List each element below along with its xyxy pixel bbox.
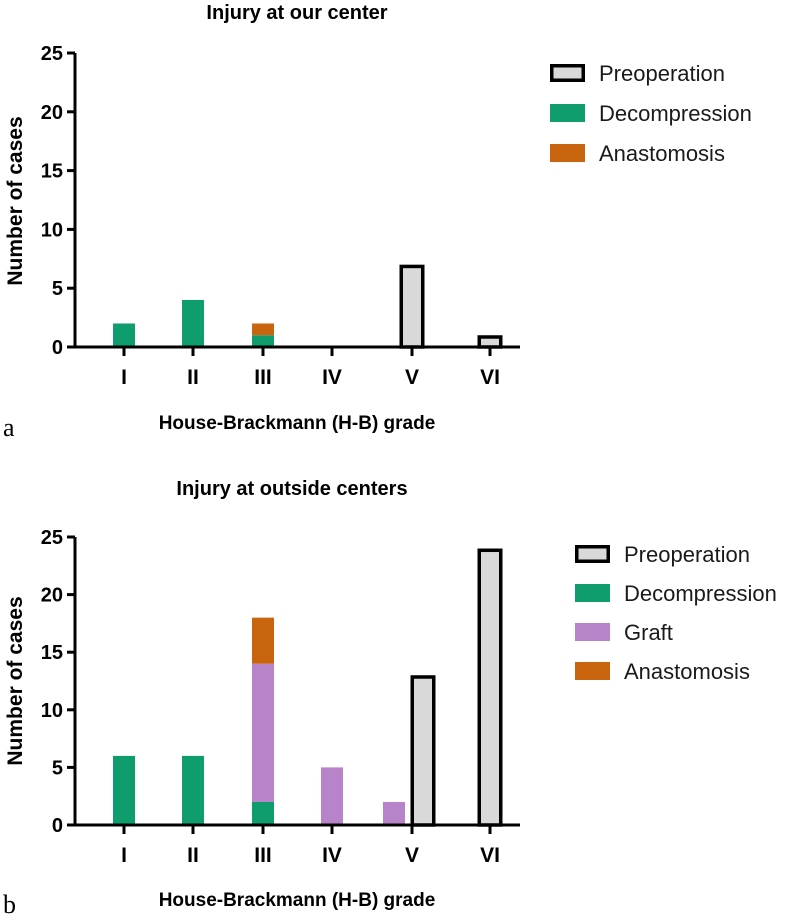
- chart-b-y-tick-label: 25: [41, 527, 63, 549]
- chart-a-x-tick-label: III: [254, 366, 272, 389]
- chart-a-x-tick-label: IV: [322, 366, 342, 389]
- bar-a-decompression-I: [113, 323, 135, 347]
- chart-b-x-tick-label: V: [405, 844, 419, 867]
- chart-b-x-tick-label: I: [121, 844, 127, 867]
- chart-b-y-tick-label: 10: [41, 700, 63, 722]
- bar-b-graft-IV: [321, 767, 343, 825]
- chart-b-x-tick-label: VI: [480, 844, 500, 867]
- chart-b-x-axis-label: House-Brackmann (H-B) grade: [159, 890, 436, 911]
- chart-a-y-tick-label: 15: [41, 161, 63, 183]
- legend-b-swatch-graft: [575, 623, 610, 641]
- bar-b-decompression-III: [252, 801, 274, 825]
- bar-a-preoperation-V: [399, 264, 425, 349]
- legend-b-label-anastomosis: Anastomosis: [624, 659, 750, 684]
- chart-b-legend: Preoperation Decompression Graft Anastomosi…: [575, 542, 777, 684]
- chart-a-x-tick-label: VI: [480, 366, 500, 389]
- bar-b-decompression-II: [182, 755, 204, 825]
- chart-a-legend: Preoperation Decompression Anastomosis: [550, 61, 752, 166]
- chart-b-panel-letter: b: [3, 890, 16, 918]
- legend-b-label-graft: Graft: [624, 620, 673, 645]
- chart-a-x-tick-label: I: [121, 366, 127, 389]
- bar-b-preoperation-V: [410, 675, 436, 827]
- chart-a-y-tick-label: 5: [52, 278, 63, 300]
- bar-b-decompression-I: [113, 755, 135, 825]
- legend-b-label-decompression: Decompression: [624, 581, 777, 606]
- legend-a-swatch-decompression: [550, 104, 585, 122]
- chart-a-y-axis-label: Number of cases: [4, 116, 27, 285]
- chart-b-y-tick-label: 5: [52, 757, 63, 779]
- chart-a-title: Injury at our center: [206, 2, 387, 24]
- chart-a-x-axis-label: House-Brackmann (H-B) grade: [159, 413, 436, 434]
- bar-a-anastomosis-III: [252, 323, 274, 336]
- chart-b-x-tick-label: II: [187, 844, 199, 867]
- chart-b-x-tick-label: III: [254, 844, 272, 867]
- chart-a-y-tick-label: 20: [41, 102, 63, 124]
- chart-a-y-tick-label: 25: [41, 43, 63, 65]
- bar-b-graft-III: [252, 663, 274, 802]
- bar-a-preoperation-VI: [477, 335, 503, 349]
- legend-a-label-preoperation: Preoperation: [599, 61, 725, 86]
- legend-a-label-decompression: Decompression: [599, 101, 752, 126]
- legend-a-swatch-anastomosis: [550, 144, 585, 162]
- bar-a-decompression-II: [182, 299, 204, 347]
- legend-b-swatch-preoperation: [575, 545, 610, 563]
- chart-a-x-tick-label: II: [187, 366, 199, 389]
- legend-b-swatch-decompression: [575, 584, 610, 602]
- bar-b-anastomosis-III: [252, 617, 274, 664]
- chart-a-x-tick-label: V: [405, 366, 419, 389]
- chart-b-y-tick-label: 0: [52, 815, 63, 837]
- legend-a-swatch-preoperation: [550, 64, 585, 82]
- chart-b-y-axis-label: Number of cases: [4, 596, 27, 765]
- chart-a-panel-letter: a: [3, 413, 15, 442]
- bar-a-decompression-III: [252, 335, 274, 347]
- legend-a-label-anastomosis: Anastomosis: [599, 141, 725, 166]
- chart-a-y-tick-label: 0: [52, 337, 63, 359]
- legend-b-label-preoperation: Preoperation: [624, 542, 750, 567]
- bar-b-preoperation-VI: [477, 548, 503, 827]
- chart-a-y-tick-label: 10: [41, 219, 63, 241]
- chart-b-title: Injury at outside centers: [176, 478, 407, 500]
- bar-b-graft-V: [383, 801, 405, 825]
- chart-b-x-tick-label: IV: [322, 844, 342, 867]
- chart-b-y-tick-label: 20: [41, 585, 63, 607]
- chart-b-y-tick-label: 15: [41, 642, 63, 664]
- legend-b-swatch-anastomosis: [575, 662, 610, 680]
